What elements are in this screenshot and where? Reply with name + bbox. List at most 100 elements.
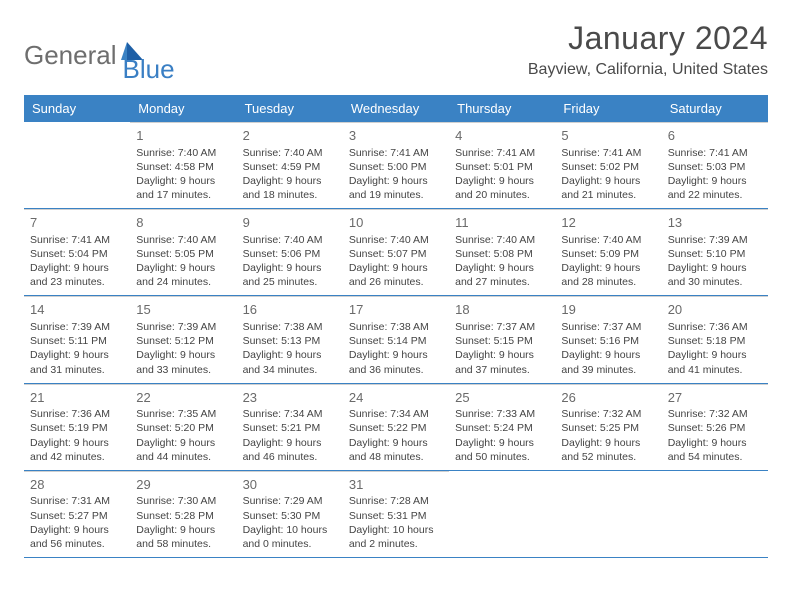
day-sunset: Sunset: 5:06 PM [243, 247, 337, 261]
day-cell: 2Sunrise: 7:40 AMSunset: 4:59 PMDaylight… [237, 122, 343, 208]
day-day2: and 2 minutes. [349, 537, 443, 551]
day-number: 28 [30, 476, 124, 494]
day-sunrise: Sunrise: 7:41 AM [561, 146, 655, 160]
day-day1: Daylight: 9 hours [349, 261, 443, 275]
day-day1: Daylight: 9 hours [349, 436, 443, 450]
day-sunrise: Sunrise: 7:41 AM [668, 146, 762, 160]
day-cell: 24Sunrise: 7:34 AMSunset: 5:22 PMDayligh… [343, 384, 449, 470]
week-row: 28Sunrise: 7:31 AMSunset: 5:27 PMDayligh… [24, 471, 768, 558]
day-cell: 29Sunrise: 7:30 AMSunset: 5:28 PMDayligh… [130, 471, 236, 557]
day-day2: and 23 minutes. [30, 275, 124, 289]
day-day1: Daylight: 9 hours [349, 174, 443, 188]
day-sunrise: Sunrise: 7:40 AM [561, 233, 655, 247]
weekday-sat: Saturday [662, 95, 768, 122]
day-cell: 28Sunrise: 7:31 AMSunset: 5:27 PMDayligh… [24, 471, 130, 557]
day-number: 23 [243, 389, 337, 407]
day-day2: and 36 minutes. [349, 363, 443, 377]
day-sunrise: Sunrise: 7:40 AM [243, 146, 337, 160]
day-cell: 18Sunrise: 7:37 AMSunset: 5:15 PMDayligh… [449, 296, 555, 382]
day-day1: Daylight: 9 hours [30, 261, 124, 275]
day-cell: 23Sunrise: 7:34 AMSunset: 5:21 PMDayligh… [237, 384, 343, 470]
day-number: 21 [30, 389, 124, 407]
day-day1: Daylight: 9 hours [136, 436, 230, 450]
day-cell: 22Sunrise: 7:35 AMSunset: 5:20 PMDayligh… [130, 384, 236, 470]
day-cell: 10Sunrise: 7:40 AMSunset: 5:07 PMDayligh… [343, 209, 449, 295]
day-day1: Daylight: 9 hours [455, 348, 549, 362]
day-sunset: Sunset: 5:26 PM [668, 421, 762, 435]
day-day2: and 18 minutes. [243, 188, 337, 202]
day-sunrise: Sunrise: 7:39 AM [136, 320, 230, 334]
weekday-fri: Friday [555, 95, 661, 122]
day-cell: 9Sunrise: 7:40 AMSunset: 5:06 PMDaylight… [237, 209, 343, 295]
day-day2: and 48 minutes. [349, 450, 443, 464]
day-cell: 4Sunrise: 7:41 AMSunset: 5:01 PMDaylight… [449, 122, 555, 208]
day-cell-empty [449, 471, 555, 557]
day-number: 10 [349, 214, 443, 232]
day-sunrise: Sunrise: 7:39 AM [668, 233, 762, 247]
day-sunset: Sunset: 5:27 PM [30, 509, 124, 523]
header: General Blue January 2024 Bayview, Calif… [24, 20, 768, 85]
day-sunrise: Sunrise: 7:40 AM [349, 233, 443, 247]
day-day2: and 54 minutes. [668, 450, 762, 464]
weekday-tue: Tuesday [237, 95, 343, 122]
day-number: 1 [136, 127, 230, 145]
calendar-page: General Blue January 2024 Bayview, Calif… [0, 0, 792, 578]
day-day1: Daylight: 9 hours [136, 261, 230, 275]
day-day2: and 21 minutes. [561, 188, 655, 202]
month-title: January 2024 [528, 20, 768, 57]
day-sunrise: Sunrise: 7:40 AM [136, 233, 230, 247]
day-sunrise: Sunrise: 7:30 AM [136, 494, 230, 508]
day-cell: 12Sunrise: 7:40 AMSunset: 5:09 PMDayligh… [555, 209, 661, 295]
day-cell: 27Sunrise: 7:32 AMSunset: 5:26 PMDayligh… [662, 384, 768, 470]
day-sunset: Sunset: 5:24 PM [455, 421, 549, 435]
day-day2: and 30 minutes. [668, 275, 762, 289]
day-sunrise: Sunrise: 7:41 AM [455, 146, 549, 160]
day-sunset: Sunset: 5:03 PM [668, 160, 762, 174]
day-day1: Daylight: 9 hours [668, 174, 762, 188]
day-cell: 7Sunrise: 7:41 AMSunset: 5:04 PMDaylight… [24, 209, 130, 295]
day-cell-empty [24, 122, 130, 208]
day-sunrise: Sunrise: 7:40 AM [455, 233, 549, 247]
day-day1: Daylight: 9 hours [243, 174, 337, 188]
day-number: 20 [668, 301, 762, 319]
day-number: 27 [668, 389, 762, 407]
day-sunrise: Sunrise: 7:41 AM [30, 233, 124, 247]
day-sunrise: Sunrise: 7:38 AM [243, 320, 337, 334]
day-day2: and 24 minutes. [136, 275, 230, 289]
day-day1: Daylight: 9 hours [30, 436, 124, 450]
day-day2: and 39 minutes. [561, 363, 655, 377]
day-sunset: Sunset: 5:30 PM [243, 509, 337, 523]
day-sunrise: Sunrise: 7:37 AM [561, 320, 655, 334]
day-day1: Daylight: 10 hours [349, 523, 443, 537]
day-day1: Daylight: 9 hours [561, 174, 655, 188]
day-day1: Daylight: 9 hours [136, 348, 230, 362]
week-row: 21Sunrise: 7:36 AMSunset: 5:19 PMDayligh… [24, 384, 768, 471]
day-sunrise: Sunrise: 7:34 AM [243, 407, 337, 421]
day-cell: 11Sunrise: 7:40 AMSunset: 5:08 PMDayligh… [449, 209, 555, 295]
weekday-mon: Monday [130, 95, 236, 122]
day-sunrise: Sunrise: 7:31 AM [30, 494, 124, 508]
day-cell: 13Sunrise: 7:39 AMSunset: 5:10 PMDayligh… [662, 209, 768, 295]
day-sunrise: Sunrise: 7:29 AM [243, 494, 337, 508]
day-cell-empty [662, 471, 768, 557]
day-number: 11 [455, 214, 549, 232]
week-row: 7Sunrise: 7:41 AMSunset: 5:04 PMDaylight… [24, 209, 768, 296]
day-sunrise: Sunrise: 7:38 AM [349, 320, 443, 334]
day-day1: Daylight: 9 hours [455, 436, 549, 450]
day-number: 8 [136, 214, 230, 232]
day-number: 25 [455, 389, 549, 407]
day-day2: and 46 minutes. [243, 450, 337, 464]
weekday-sun: Sunday [24, 95, 130, 122]
day-cell-empty [555, 471, 661, 557]
day-cell: 30Sunrise: 7:29 AMSunset: 5:30 PMDayligh… [237, 471, 343, 557]
day-number: 14 [30, 301, 124, 319]
day-number: 16 [243, 301, 337, 319]
day-sunset: Sunset: 5:18 PM [668, 334, 762, 348]
day-sunrise: Sunrise: 7:32 AM [668, 407, 762, 421]
day-day2: and 50 minutes. [455, 450, 549, 464]
day-day1: Daylight: 9 hours [455, 261, 549, 275]
day-sunset: Sunset: 5:10 PM [668, 247, 762, 261]
day-day1: Daylight: 9 hours [30, 523, 124, 537]
day-day2: and 56 minutes. [30, 537, 124, 551]
day-day2: and 27 minutes. [455, 275, 549, 289]
